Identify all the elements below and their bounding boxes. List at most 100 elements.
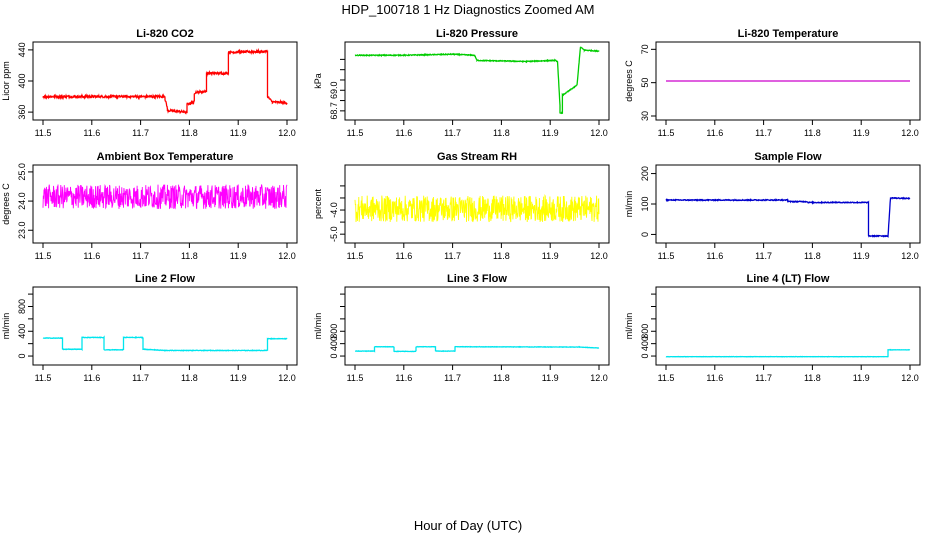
chart-line-4-lt-flow-ytick-label: 400: [640, 336, 650, 351]
chart-li-820-pressure-series-line: [354, 46, 600, 115]
chart-sample-flow-xtick-label: 11.7: [755, 251, 772, 261]
chart-sample-flow-series-line: [665, 196, 911, 239]
chart-line-2-flow-ylabel: ml/min: [1, 313, 11, 340]
chart-sample-flow-ylabel: ml/min: [624, 191, 634, 218]
chart-line-3-flow-ytick-label: 800: [329, 324, 339, 339]
chart-li-820-temperature-ytick-label: 50: [640, 78, 650, 88]
chart-ambient-box-temperature-xtick-label: 11.8: [181, 251, 198, 261]
chart-li-820-temperature-xtick-label: 12.0: [901, 128, 919, 138]
chart-line-4-lt-flow-xtick-label: 11.7: [755, 373, 772, 383]
chart-li-820-pressure-xtick-label: 11.6: [395, 128, 412, 138]
chart-ambient-box-temperature-xtick-label: 11.5: [35, 251, 52, 261]
chart-line-2-flow-xtick-label: 11.9: [230, 373, 247, 383]
chart-line-2-flow: Line 2 Flow ml/min 11.5 11.6 11.7 11.8 11.9 12.…: [1, 273, 298, 383]
chart-li-820-co2-ytick-label: 400: [17, 73, 27, 88]
chart-line-2-flow-xtick-label: 11.7: [132, 373, 149, 383]
chart-line-3-flow-xtick-label: 11.5: [347, 373, 364, 383]
chart-gas-stream-rh-ylabel: percent: [313, 188, 323, 219]
chart-gas-stream-rh-xtick-label: 11.9: [542, 251, 559, 261]
chart-line-4-lt-flow-frame: [655, 286, 921, 366]
chart-li-820-pressure-xtick-label: 11.5: [347, 128, 364, 138]
chart-ambient-box-temperature-xtick-label: 11.7: [132, 251, 149, 261]
chart-line-3-flow-xtick-label: 12.0: [590, 373, 608, 383]
chart-line-2-flow-frame: [32, 286, 298, 366]
chart-line-2-flow-xtick-label: 12.0: [278, 373, 296, 383]
chart-ambient-box-temperature-ytick-label: 25.0: [17, 163, 27, 181]
chart-gas-stream-rh-xtick-label: 11.5: [347, 251, 364, 261]
chart-li-820-pressure-xtick-label: 11.7: [444, 128, 461, 138]
chart-line-4-lt-flow-ytick-label: 800: [640, 324, 650, 339]
chart-gas-stream-rh-xtick-label: 11.6: [395, 251, 412, 261]
chart-line-4-lt-flow-ylabel: ml/min: [624, 313, 634, 340]
chart-li-820-co2-xtick-label: 11.9: [230, 128, 247, 138]
chart-li-820-co2-xtick-label: 11.7: [132, 128, 149, 138]
chart-li-820-temperature-ylabel: degrees C: [624, 60, 634, 102]
chart-li-820-pressure: Li-820 Pressure kPa 11.5 11.6 11.7 11.8 11.9 12…: [313, 28, 610, 138]
chart-sample-flow-ytick-label: 0: [640, 232, 650, 237]
chart-ambient-box-temperature-ylabel: degrees C: [1, 183, 11, 225]
chart-li-820-temperature-xtick-label: 11.8: [804, 128, 821, 138]
chart-li-820-pressure-xtick-label: 12.0: [590, 128, 608, 138]
chart-li-820-pressure-frame: [344, 41, 610, 121]
chart-line-4-lt-flow-xtick-label: 11.8: [804, 373, 821, 383]
chart-li-820-co2-ytick-label: 360: [17, 105, 27, 120]
chart-gas-stream-rh-xtick-label: 11.7: [444, 251, 461, 261]
chart-sample-flow-xtick-label: 11.9: [853, 251, 870, 261]
chart-line-2-flow-xtick-label: 11.5: [35, 373, 52, 383]
chart-ambient-box-temperature-xtick-label: 11.6: [83, 251, 100, 261]
chart-gas-stream-rh-frame: [344, 164, 610, 244]
chart-line-2-flow-ytick-label: 800: [17, 299, 27, 314]
chart-ambient-box-temperature-title: Ambient Box Temperature: [97, 151, 234, 163]
chart-gas-stream-rh-xtick-label: 11.8: [493, 251, 510, 261]
chart-li-820-temperature-ytick-label: 70: [640, 44, 650, 54]
chart-gas-stream-rh-series-line: [354, 194, 600, 223]
chart-li-820-temperature-frame: [655, 41, 921, 121]
chart-line-4-lt-flow-series-line: [665, 348, 911, 358]
chart-sample-flow-ytick-label: 200: [640, 166, 650, 181]
chart-line-2-flow-xtick-label: 11.6: [83, 373, 100, 383]
chart-gas-stream-rh-xtick-label: 12.0: [590, 251, 608, 261]
chart-li-820-pressure-title: Li-820 Pressure: [436, 28, 518, 40]
chart-ambient-box-temperature-frame: [32, 164, 298, 244]
chart-line-3-flow-series-line: [355, 345, 600, 353]
chart-li-820-temperature-xtick-label: 11.9: [853, 128, 870, 138]
chart-li-820-co2-xtick-label: 12.0: [278, 128, 296, 138]
chart-li-820-temperature-xtick-label: 11.5: [658, 128, 675, 138]
chart-sample-flow-xtick-label: 11.8: [804, 251, 821, 261]
chart-sample-flow-title: Sample Flow: [754, 151, 822, 163]
chart-line-3-flow-xtick-label: 11.8: [493, 373, 510, 383]
chart-li-820-pressure-xtick-label: 11.8: [493, 128, 510, 138]
chart-line-4-lt-flow-title: Line 4 (LT) Flow: [747, 273, 830, 285]
chart-ambient-box-temperature-ytick-label: 24.0: [17, 192, 27, 210]
chart-li-820-pressure-ylabel: kPa: [313, 73, 323, 89]
chart-ambient-box-temperature-xtick-label: 11.9: [230, 251, 247, 261]
chart-gas-stream-rh-title: Gas Stream RH: [437, 151, 517, 163]
chart-sample-flow: Sample Flow ml/min 11.5 11.6 11.7 11.8 11.9 12.…: [624, 151, 921, 261]
chart-gas-stream-rh: Gas Stream RH percent 11.5 11.6 11.7 11.8 11.9…: [313, 151, 610, 261]
chart-gas-stream-rh-ytick-label: -4.0: [329, 202, 339, 218]
chart-line-3-flow-ytick-label: 0: [329, 354, 339, 359]
chart-li-820-co2-frame: [32, 41, 298, 121]
chart-line-4-lt-flow-xtick-label: 12.0: [901, 373, 919, 383]
chart-line-2-flow-ytick-label: 400: [17, 324, 27, 339]
chart-li-820-co2-ytick-label: 440: [17, 42, 27, 57]
chart-li-820-co2-series-line: [42, 47, 288, 115]
chart-line-4-lt-flow-xtick-label: 11.9: [853, 373, 870, 383]
chart-sample-flow-xtick-label: 11.5: [658, 251, 675, 261]
chart-ambient-box-temperature: Ambient Box Temperature degrees C 11.5 11.6…: [1, 151, 298, 261]
chart-line-4-lt-flow-xtick-label: 11.5: [658, 373, 675, 383]
x-axis-label: Hour of Day (UTC): [413, 518, 523, 533]
chart-line-3-flow: Line 3 Flow ml/min 11.5 11.6 11.7 11.8 11.9 12.…: [313, 273, 610, 383]
chart-li-820-temperature-xtick-label: 11.6: [706, 128, 723, 138]
chart-line-2-flow-ytick-label: 0: [17, 354, 27, 359]
chart-line-2-flow-series-line: [42, 335, 288, 352]
page-title: HDP_100718 1 Hz Diagnostics Zoomed AM: [341, 2, 595, 17]
chart-line-3-flow-xtick-label: 11.6: [395, 373, 412, 383]
chart-li-820-temperature: Li-820 Temperature degrees C 11.5 11.6 11.7 1…: [624, 28, 921, 138]
chart-li-820-co2-ylabel: Licor ppm: [1, 61, 11, 101]
chart-line-3-flow-ytick-label: 400: [329, 336, 339, 351]
chart-line-3-flow-xtick-label: 11.9: [542, 373, 559, 383]
chart-li-820-temperature-title: Li-820 Temperature: [738, 28, 839, 40]
chart-li-820-pressure-xtick-label: 11.9: [542, 128, 559, 138]
